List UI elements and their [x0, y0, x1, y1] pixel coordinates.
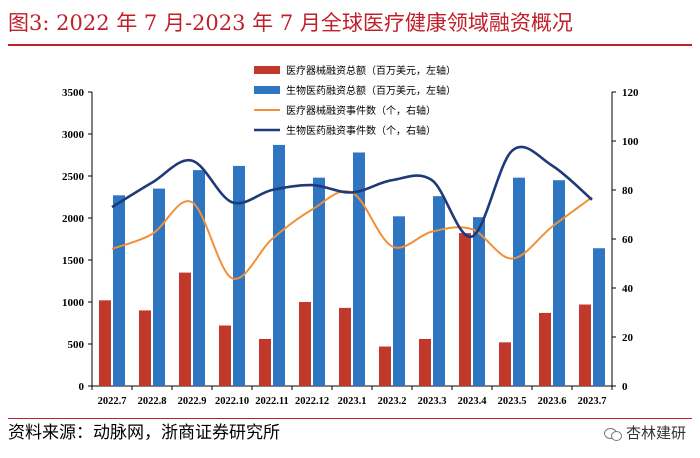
bar-biopharma-amount: [473, 217, 485, 386]
legend-swatch: [254, 66, 280, 74]
legend-label: 生物医药融资总额（百万美元，左轴）: [286, 84, 456, 97]
x-axis-tick-label: 2023.4: [458, 396, 488, 407]
wechat-icon: [603, 426, 622, 441]
left-axis-tick-label: 3500: [62, 87, 85, 99]
right-axis-tick-label: 20: [622, 332, 634, 344]
bar-medical-device-amount: [299, 302, 311, 386]
bar-biopharma-amount: [273, 144, 285, 386]
right-axis-tick-label: 120: [622, 87, 639, 99]
title-divider: [8, 44, 692, 46]
left-axis-tick-label: 1500: [62, 255, 85, 267]
left-axis-tick-label: 1000: [62, 297, 85, 309]
figure-title: 图3: 2022 年 7 月-2023 年 7 月全球医疗健康领域融资概况: [8, 11, 573, 35]
watermark-text: 杏林建研: [625, 424, 686, 442]
bar-biopharma-amount: [553, 180, 565, 386]
right-axis-tick-label: 60: [622, 234, 634, 246]
source-note: 资料来源：动脉网，浙商证券研究所: [8, 423, 280, 443]
left-axis-tick-label: 3000: [62, 129, 85, 141]
left-axis-tick-label: 2000: [62, 213, 85, 225]
bar-medical-device-amount: [139, 310, 151, 386]
left-axis-tick-label: 2500: [62, 171, 85, 183]
x-axis-tick-label: 2023.5: [498, 396, 527, 407]
x-axis-tick-label: 2023.6: [538, 396, 567, 407]
bar-biopharma-amount: [233, 165, 245, 386]
bar-medical-device-amount: [459, 233, 471, 386]
x-axis-tick-label: 2023.3: [418, 396, 447, 407]
bar-medical-device-amount: [339, 307, 351, 386]
x-axis-tick-label: 2022.7: [98, 396, 127, 407]
bar-biopharma-amount: [353, 152, 365, 386]
legend-label: 医疗器械融资事件数（个，右轴）: [286, 104, 436, 117]
bar-medical-device-amount: [219, 325, 231, 386]
right-axis-tick-label: 0: [622, 381, 628, 393]
bar-medical-device-amount: [179, 272, 191, 386]
right-axis-tick-label: 80: [622, 185, 634, 197]
watermark: 杏林建研: [603, 420, 686, 446]
x-axis-tick-label: 2023.1: [338, 396, 367, 407]
bar-biopharma-amount: [193, 170, 205, 386]
x-axis-tick-label: 2022.9: [178, 396, 207, 407]
bar-biopharma-amount: [153, 188, 165, 386]
x-axis-tick-label: 2023.7: [578, 396, 607, 407]
bar-medical-device-amount: [499, 342, 511, 386]
x-axis-tick-label: 2022.11: [255, 396, 289, 407]
x-axis-tick-label: 2022.12: [295, 396, 329, 407]
bar-medical-device-amount: [579, 304, 591, 386]
right-axis-tick-label: 100: [622, 136, 639, 148]
bar-biopharma-amount: [593, 248, 605, 386]
left-axis-tick-label: 0: [79, 381, 85, 393]
x-axis-tick-label: 2022.10: [215, 396, 249, 407]
legend-swatch: [254, 86, 280, 94]
chart-svg: 0 500 1000 1500 2000 2500 3000 3500 0 20 40 60 80 100…: [62, 64, 639, 407]
bar-biopharma-amount: [393, 216, 405, 386]
left-axis-tick-label: 500: [68, 339, 85, 351]
bar-medical-device-amount: [419, 338, 431, 386]
financing-chart: 0 500 1000 1500 2000 2500 3000 3500 0 20 40 60 80 100…: [0, 48, 700, 420]
bar-medical-device-amount: [379, 346, 391, 386]
bar-medical-device-amount: [99, 300, 111, 386]
right-axis-tick-label: 40: [622, 283, 634, 295]
bar-medical-device-amount: [259, 338, 271, 386]
bar-biopharma-amount: [113, 195, 125, 386]
bar-biopharma-amount: [513, 177, 525, 386]
x-axis-tick-label: 2023.2: [378, 396, 407, 407]
bar-biopharma-amount: [313, 177, 325, 386]
legend-label: 生物医药融资事件数（个，右轴）: [286, 124, 436, 137]
bar-medical-device-amount: [539, 312, 551, 386]
bar-biopharma-amount: [433, 196, 445, 386]
x-axis-tick-label: 2022.8: [138, 396, 167, 407]
legend-label: 医疗器械融资总额（百万美元，左轴）: [286, 64, 456, 77]
source-divider: [8, 418, 692, 419]
line-biopharma-events: [111, 145, 593, 238]
